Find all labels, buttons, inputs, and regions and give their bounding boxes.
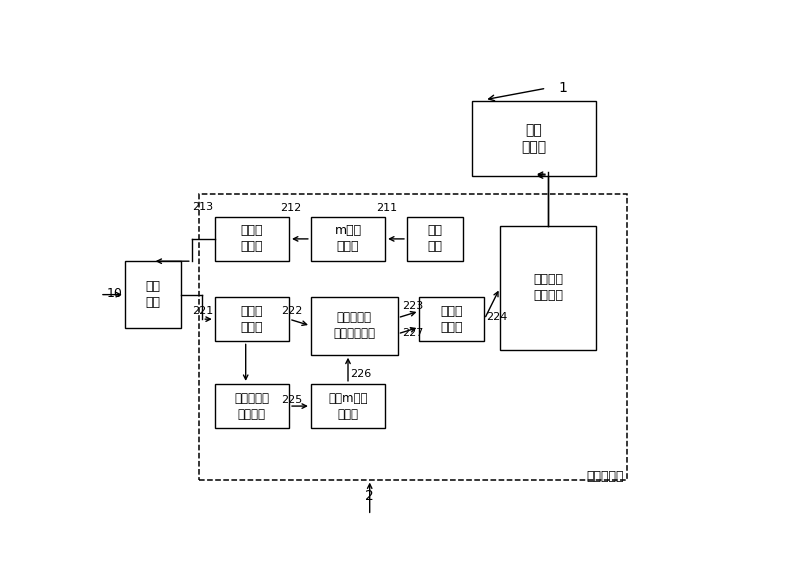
Text: m序列
发生器: m序列 发生器	[334, 225, 362, 254]
Text: 222: 222	[282, 306, 303, 316]
Text: 位同步时钟
提取单元: 位同步时钟 提取单元	[234, 391, 270, 420]
Bar	[310, 297, 398, 355]
Text: 误码率估
计算单元: 误码率估 计算单元	[533, 273, 563, 302]
Text: 212: 212	[280, 203, 301, 213]
Text: 225: 225	[282, 395, 303, 405]
Bar	[310, 384, 386, 428]
Bar	[407, 217, 462, 261]
Bar	[214, 297, 289, 342]
Text: 本地m序列
发生器: 本地m序列 发生器	[328, 391, 368, 420]
Text: 井下
探管: 井下 探管	[146, 280, 160, 309]
Text: 224: 224	[486, 312, 507, 322]
Bar	[199, 195, 627, 479]
Text: 序列同步及
门限检测单元: 序列同步及 门限检测单元	[334, 312, 375, 340]
Bar	[125, 261, 181, 328]
Text: 信号处理器: 信号处理器	[586, 470, 624, 483]
Bar	[472, 101, 596, 177]
Text: 10: 10	[106, 287, 122, 301]
Text: 1: 1	[558, 80, 568, 94]
Text: 221: 221	[192, 306, 213, 316]
Text: 时钟
单元: 时钟 单元	[427, 225, 442, 254]
Text: 2: 2	[366, 489, 374, 503]
Text: 213: 213	[192, 202, 213, 212]
Text: 211: 211	[377, 203, 398, 213]
Text: 227: 227	[402, 328, 423, 338]
Bar	[500, 225, 596, 350]
Text: 223: 223	[402, 301, 423, 311]
Text: 误码统
计单元: 误码统 计单元	[441, 305, 463, 334]
Text: 226: 226	[350, 369, 371, 379]
Text: 接收信
息单元: 接收信 息单元	[241, 305, 263, 334]
Bar	[419, 297, 485, 342]
Text: 输出信
息单元: 输出信 息单元	[241, 225, 263, 254]
Bar	[214, 217, 289, 261]
Text: 中心
处理器: 中心 处理器	[522, 123, 546, 154]
Bar	[310, 217, 386, 261]
Bar	[214, 384, 289, 428]
